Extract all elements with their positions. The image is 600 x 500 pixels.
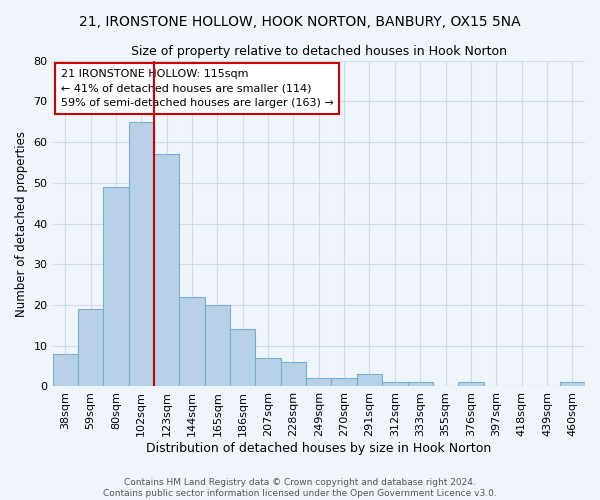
Bar [560,382,585,386]
Bar [306,378,331,386]
Bar [357,374,382,386]
Bar [256,358,281,386]
Bar [281,362,306,386]
Bar [53,354,78,386]
Bar [103,187,128,386]
Title: Size of property relative to detached houses in Hook Norton: Size of property relative to detached ho… [131,45,507,58]
Y-axis label: Number of detached properties: Number of detached properties [15,130,28,316]
X-axis label: Distribution of detached houses by size in Hook Norton: Distribution of detached houses by size … [146,442,491,455]
Bar [382,382,407,386]
Bar [458,382,484,386]
Bar [331,378,357,386]
Bar [78,309,103,386]
Text: 21 IRONSTONE HOLLOW: 115sqm
← 41% of detached houses are smaller (114)
59% of se: 21 IRONSTONE HOLLOW: 115sqm ← 41% of det… [61,68,333,108]
Text: 21, IRONSTONE HOLLOW, HOOK NORTON, BANBURY, OX15 5NA: 21, IRONSTONE HOLLOW, HOOK NORTON, BANBU… [79,15,521,29]
Bar [230,330,256,386]
Bar [154,154,179,386]
Bar [205,305,230,386]
Bar [179,297,205,386]
Bar [407,382,433,386]
Bar [128,122,154,386]
Text: Contains HM Land Registry data © Crown copyright and database right 2024.
Contai: Contains HM Land Registry data © Crown c… [103,478,497,498]
